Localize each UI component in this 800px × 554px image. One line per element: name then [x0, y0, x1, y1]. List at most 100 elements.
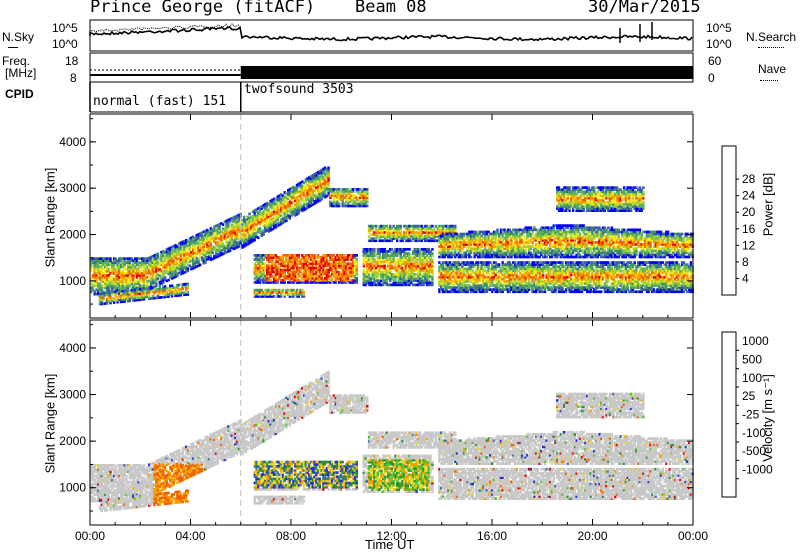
power-cell: [450, 269, 453, 273]
power-cell: [100, 280, 103, 283]
power-cell: [285, 256, 288, 259]
power-cell: [350, 281, 353, 284]
power-cell: [480, 230, 483, 234]
power-cell: [343, 272, 346, 276]
power-cell: [132, 265, 135, 269]
power-cell: [406, 273, 409, 276]
power-cell: [417, 233, 420, 236]
power-cell: [366, 273, 369, 276]
power-cell: [128, 297, 132, 301]
power-cell: [269, 216, 272, 220]
power-cell: [401, 235, 404, 238]
power-cell: [438, 245, 441, 248]
power-cell: [406, 264, 409, 268]
power-cell: [494, 236, 497, 240]
power-cell: [181, 259, 184, 263]
power-cell: [250, 224, 253, 227]
power-cell: [162, 256, 165, 259]
power-cell: [155, 280, 158, 284]
power-cell: [306, 268, 309, 272]
power-cell: [292, 272, 295, 276]
power-cell: [105, 299, 109, 303]
power-cell: [359, 204, 362, 208]
power-cell: [220, 236, 223, 240]
power-cell: [190, 267, 193, 271]
power-cell: [250, 236, 253, 240]
power-cell: [126, 291, 130, 294]
power-cell: [498, 243, 501, 246]
power-cell: [109, 263, 112, 267]
power-cell: [95, 265, 98, 269]
power-cell: [112, 292, 116, 296]
power-cell: [153, 266, 156, 270]
power-cell: [320, 262, 323, 266]
power-cell: [339, 192, 343, 195]
power-cell: [389, 283, 392, 287]
power-cell: [313, 172, 316, 176]
power-cell: [163, 276, 167, 279]
power-cell: [338, 190, 341, 193]
power-cell: [445, 273, 448, 277]
power-cell: [116, 267, 119, 271]
power-cell: [450, 275, 453, 279]
power-cell: [410, 258, 413, 262]
power-cell: [443, 253, 446, 257]
power-cell: [496, 247, 499, 250]
power-cell: [404, 231, 408, 234]
power-cell: [338, 264, 341, 268]
power-cell: [264, 230, 267, 233]
power-cell: [492, 251, 496, 255]
power-cell: [494, 255, 497, 259]
power-cell: [274, 272, 278, 276]
power-cell: [200, 235, 204, 239]
power-cell: [390, 283, 394, 287]
power-cell: [389, 268, 392, 272]
power-cell: [264, 274, 267, 278]
power-cell: [452, 265, 455, 269]
power-cell: [447, 231, 450, 234]
power-cell: [274, 264, 278, 268]
power-cell: [385, 254, 388, 257]
power-cell: [469, 275, 473, 279]
power-cell: [515, 267, 518, 271]
power-cell: [352, 196, 355, 199]
power-cell: [422, 275, 425, 278]
power-cell: [262, 214, 265, 218]
power-cell: [137, 274, 140, 277]
power-cell: [473, 280, 476, 283]
power-cell: [295, 268, 299, 272]
power-cell: [185, 243, 188, 246]
power-cell: [176, 262, 179, 265]
power-cell: [278, 256, 281, 259]
power-cell: [199, 263, 202, 267]
power-cell: [176, 283, 179, 287]
power-cell: [348, 200, 351, 204]
power-cell: [431, 277, 434, 280]
power-cell: [204, 261, 207, 264]
power-cell: [246, 242, 249, 246]
power-cell: [142, 284, 146, 288]
power-cell: [480, 267, 483, 271]
power-cell: [230, 223, 234, 226]
power-cell: [290, 295, 293, 298]
power-cell: [443, 280, 446, 283]
power-cell: [485, 288, 489, 291]
power-cell: [292, 266, 295, 270]
power-cell: [125, 276, 128, 279]
power-cell: [188, 247, 191, 251]
power-cell: [234, 240, 237, 244]
power-cell: [505, 251, 508, 255]
power-cell: [492, 247, 496, 250]
power-cell: [149, 287, 153, 290]
power-cell: [498, 286, 501, 289]
power-cell: [469, 263, 473, 266]
power-cell: [438, 271, 441, 275]
nsearch-trace: [89, 23, 241, 33]
power-cell: [276, 214, 279, 217]
power-cell: [112, 271, 116, 275]
power-cell: [394, 252, 397, 255]
power-cell: [424, 252, 427, 255]
power-cell: [494, 290, 497, 294]
power-cell: [287, 195, 290, 198]
power-cell: [431, 281, 434, 285]
